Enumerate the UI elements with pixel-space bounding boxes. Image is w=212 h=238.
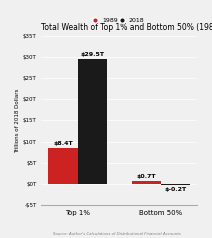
Bar bbox=[161, 184, 190, 185]
Text: $-0.2T: $-0.2T bbox=[164, 187, 186, 192]
Legend: 1989, 2018: 1989, 2018 bbox=[93, 17, 146, 25]
Bar bbox=[49, 148, 78, 184]
Text: Total Wealth of Top 1% and Bottom 50% (1989–2018): Total Wealth of Top 1% and Bottom 50% (1… bbox=[41, 23, 212, 32]
Text: $0.7T: $0.7T bbox=[137, 174, 156, 179]
Y-axis label: Trillions of 2018 Dollars: Trillions of 2018 Dollars bbox=[15, 88, 20, 153]
Text: $29.5T: $29.5T bbox=[80, 52, 104, 57]
Bar bbox=[78, 59, 107, 184]
Bar bbox=[132, 181, 161, 184]
Text: $8.4T: $8.4T bbox=[53, 141, 73, 146]
Text: Source: Author's Calculations of Distributional Financial Accounts: Source: Author's Calculations of Distrib… bbox=[53, 232, 180, 236]
